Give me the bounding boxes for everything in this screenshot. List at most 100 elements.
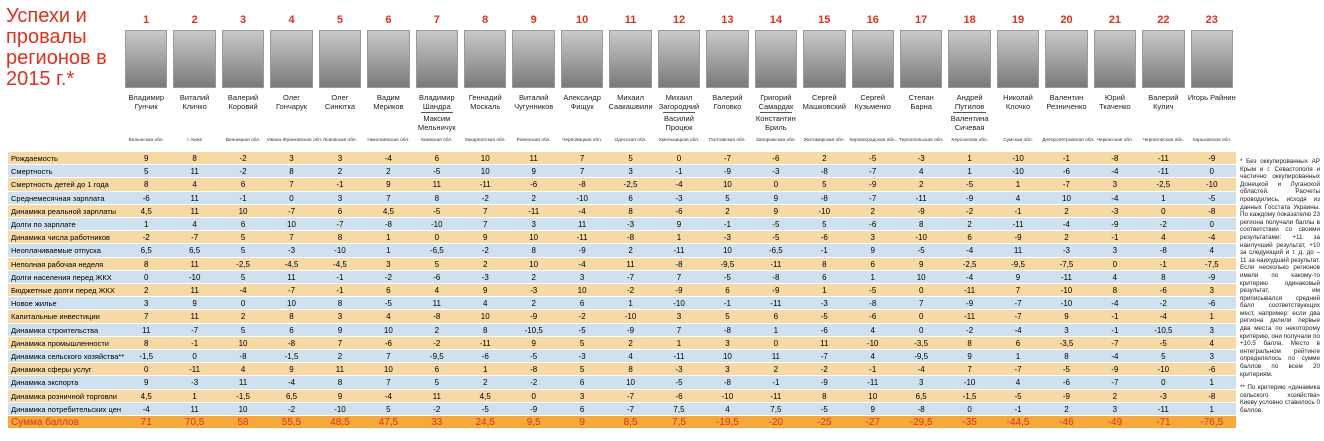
cell: -2 — [239, 167, 247, 177]
region: Полтавская обл. — [709, 138, 746, 143]
row-label: Динамика экспорта — [11, 378, 79, 388]
cell: 5 — [822, 220, 827, 229]
cell: 10 — [626, 378, 635, 388]
region: г. Киев — [187, 138, 202, 143]
cell: 1 — [967, 167, 972, 177]
row-label: Новое жилье — [11, 299, 57, 309]
cell: 8,5 — [623, 417, 638, 428]
row-label: Динамика сферы услуг — [11, 365, 92, 375]
region: Сумская обл. — [1003, 138, 1033, 143]
cell: 7 — [483, 206, 488, 216]
cell: -7 — [1062, 180, 1071, 190]
cell: 24,5 — [475, 417, 495, 428]
cell: 8 — [628, 206, 633, 216]
cell: -9 — [1208, 272, 1216, 282]
cell: -8 — [820, 193, 828, 203]
cell: 7 — [289, 233, 294, 243]
cell: -7 — [869, 167, 877, 177]
row-label: Динамика строительства — [11, 325, 99, 335]
cell: 2 — [967, 220, 972, 229]
cell: -2 — [966, 206, 974, 216]
cell: -3 — [917, 154, 925, 163]
cell: 10 — [722, 180, 732, 190]
cell: 5 — [143, 167, 149, 177]
cell: -7 — [723, 154, 731, 163]
cell: 6,5 — [285, 391, 298, 401]
cell: 8 — [192, 154, 197, 163]
row-label: Сумма баллов — [11, 417, 79, 428]
cell: 0 — [773, 180, 779, 190]
cell: 10 — [916, 272, 926, 282]
row-bg — [8, 284, 1236, 297]
cell: -4,5 — [333, 259, 347, 269]
cell: 7 — [386, 352, 391, 361]
cell: -1,5 — [236, 391, 250, 401]
cell: 7 — [676, 325, 682, 335]
cell: 5 — [240, 325, 246, 335]
cell: -3 — [723, 233, 731, 243]
cell: 6 — [289, 325, 294, 335]
cell: -9 — [966, 299, 974, 309]
cell: 8 — [143, 338, 149, 348]
person-name: Сергей Кузьменко — [854, 93, 891, 111]
cell: 6 — [434, 365, 440, 375]
cell: 1 — [1015, 352, 1021, 361]
cell: -1 — [336, 286, 344, 295]
cell: 2 — [773, 365, 779, 375]
person-name: Андрей Путилов — [954, 93, 985, 111]
cell: 0 — [967, 404, 972, 414]
region: Черниговская обл. — [1142, 138, 1184, 143]
cell: 9 — [143, 154, 149, 163]
photo — [948, 30, 991, 88]
cell: -7 — [191, 325, 199, 335]
divider — [759, 112, 793, 113]
cell: 4 — [1209, 338, 1214, 348]
cell: -7 — [336, 220, 344, 229]
cell: -10 — [1060, 286, 1073, 295]
cell: -5 — [1208, 193, 1216, 203]
cell: 4,5 — [140, 206, 152, 216]
cell: 1 — [1209, 404, 1214, 414]
cell: 1 — [386, 233, 391, 243]
cell: 5 — [240, 246, 246, 256]
cell: -1 — [1111, 312, 1119, 322]
cell: 7 — [579, 167, 585, 177]
person-name: Валерий Головко — [712, 93, 743, 111]
cell: -6 — [675, 206, 683, 216]
cell: 7 — [1015, 286, 1021, 295]
row-bg — [8, 231, 1236, 244]
cell: -6,5 — [429, 246, 444, 256]
cell: -8 — [384, 220, 392, 229]
region: Закарпатская обл. — [464, 138, 506, 143]
cell: -10 — [1012, 154, 1024, 163]
row-bg — [8, 244, 1236, 257]
row-bg — [8, 363, 1236, 376]
cell: 11 — [432, 180, 441, 190]
cell: 71 — [140, 417, 152, 428]
cell: 4 — [870, 352, 875, 361]
rank: 21 — [1108, 14, 1122, 26]
cell: 9 — [386, 180, 391, 190]
cell: 8 — [289, 167, 294, 177]
cell: 9 — [289, 365, 294, 375]
cell: -2 — [384, 272, 392, 282]
row-label: Динамика розничной торговли — [11, 391, 117, 401]
cell: 7,5 — [673, 404, 685, 414]
cell: -11 — [479, 338, 491, 348]
cell: 0 — [143, 365, 149, 375]
cell: -9 — [1208, 154, 1216, 163]
cell: -7,5 — [1059, 259, 1074, 269]
cell: -4 — [966, 272, 974, 282]
cell: -4 — [1014, 325, 1022, 335]
cell: -1 — [1014, 404, 1022, 414]
cell: -9 — [723, 167, 731, 177]
cell: 9 — [192, 299, 197, 309]
note: * Без оккупированных АР Крым и г. Севаст… — [1240, 158, 1320, 378]
cell: -8 — [1111, 154, 1119, 163]
cell: 0 — [918, 286, 924, 295]
cell: 7 — [579, 154, 585, 163]
cell: 7 — [143, 312, 149, 322]
cell: 9 — [773, 193, 779, 203]
person-name: Олег Синютка — [324, 93, 356, 111]
cell: 4 — [1015, 193, 1021, 203]
